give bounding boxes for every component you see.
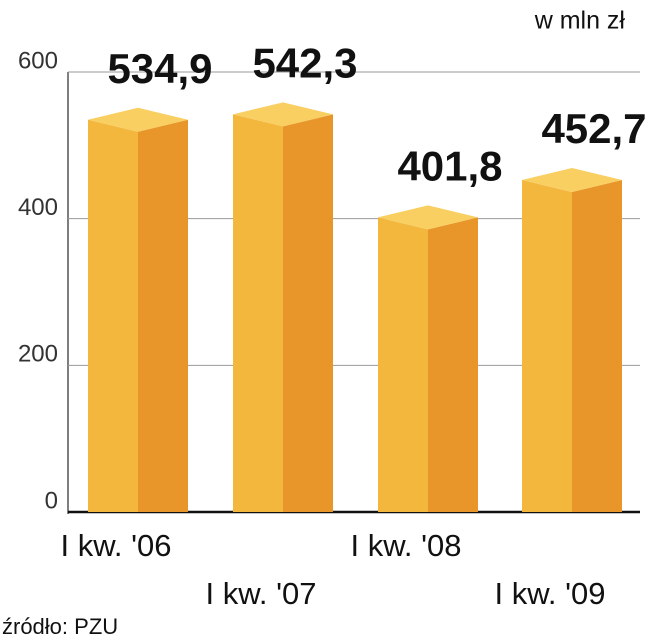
value-label: 401,8 — [397, 142, 502, 189]
bar-side — [428, 217, 478, 512]
bar-side — [572, 180, 622, 512]
y-tick-label: 400 — [18, 194, 58, 221]
bar-top — [378, 205, 478, 230]
bar-front — [233, 114, 283, 513]
y-tick-label: 0 — [45, 487, 58, 514]
bar — [522, 168, 622, 512]
bar — [378, 205, 478, 512]
bar-front — [378, 217, 428, 512]
bar-side — [283, 114, 333, 513]
x-tick-label: I kw. '08 — [350, 528, 461, 563]
x-tick-label: I kw. '06 — [60, 528, 171, 563]
x-tick-label: I kw. '07 — [205, 576, 316, 611]
y-tick-label: 200 — [18, 341, 58, 368]
bar-top — [522, 168, 622, 193]
value-label: 542,3 — [252, 39, 357, 86]
source: źródło: PZU — [2, 614, 118, 639]
value-label: 534,9 — [107, 45, 212, 92]
bar-top — [233, 102, 333, 127]
bar — [88, 107, 188, 513]
bar-top — [88, 107, 188, 132]
bar-side — [138, 119, 188, 513]
bar — [233, 102, 333, 513]
y-tick-label: 600 — [18, 47, 58, 74]
unit-label: w mln zł — [534, 7, 626, 35]
x-tick-label: I kw. '09 — [494, 576, 605, 611]
bar-front — [522, 180, 572, 512]
bar-front — [88, 119, 138, 513]
value-label: 452,7 — [541, 105, 646, 152]
